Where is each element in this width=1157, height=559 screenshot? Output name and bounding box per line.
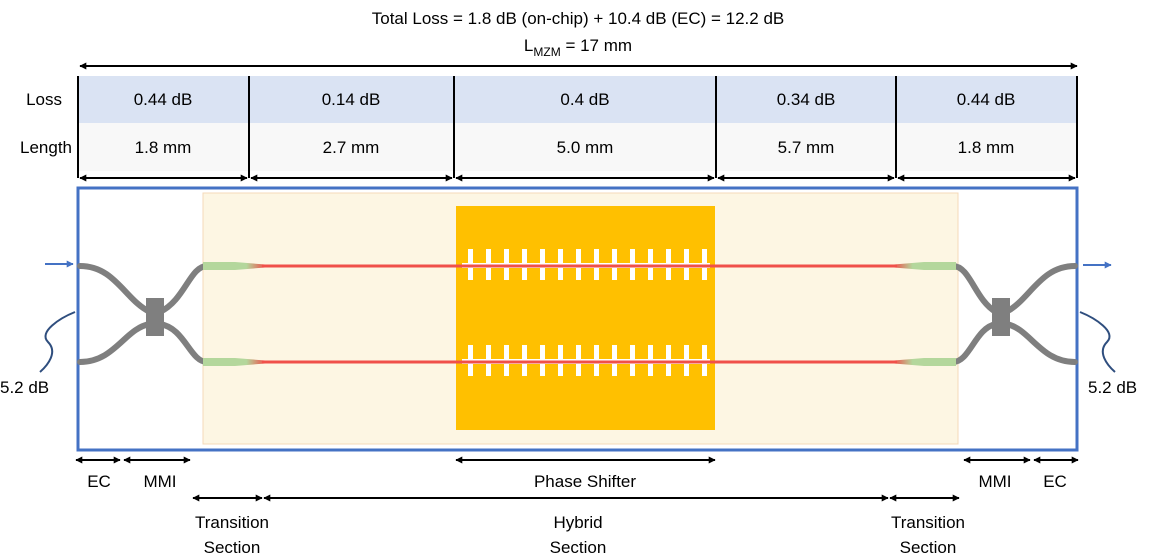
transition-left-label-line1: Transition	[195, 513, 269, 532]
loss-cell-2: 0.14 dB	[322, 90, 381, 109]
total-loss-title: Total Loss = 1.8 dB (on-chip) + 10.4 dB …	[372, 9, 784, 28]
mmi-left-label: MMI	[143, 472, 176, 491]
transition-right-label-line2: Section	[900, 538, 957, 557]
mmi-right-label: MMI	[978, 472, 1011, 491]
right-loss-bracket	[1080, 312, 1115, 372]
length-cell-5: 1.8 mm	[958, 138, 1015, 157]
ec-right-label: EC	[1043, 472, 1067, 491]
loss-cell-3: 0.4 dB	[560, 90, 609, 109]
ec-left-label: EC	[87, 472, 111, 491]
phase-shifter-electrode	[456, 206, 715, 430]
left-coupling-loss: 5.2 dB	[0, 378, 49, 397]
length-row-label: Length	[20, 138, 72, 157]
right-coupling-loss: 5.2 dB	[1088, 378, 1137, 397]
hybrid-label-line1: Hybrid	[553, 513, 602, 532]
mzm-length-label: LMZM = 17 mm	[524, 36, 632, 59]
transition-left-label-line2: Section	[204, 538, 261, 557]
transition-right-label-line1: Transition	[891, 513, 965, 532]
left-loss-bracket	[40, 312, 75, 372]
loss-cell-4: 0.34 dB	[777, 90, 836, 109]
loss-cell-1: 0.44 dB	[134, 90, 193, 109]
loss-row-label: Loss	[26, 90, 62, 109]
length-cell-4: 5.7 mm	[778, 138, 835, 157]
hybrid-label-line2: Section	[550, 538, 607, 557]
phase-shifter-label: Phase Shifter	[534, 472, 636, 491]
loss-cell-5: 0.44 dB	[957, 90, 1016, 109]
length-cell-3: 5.0 mm	[557, 138, 614, 157]
mmi-right	[992, 298, 1010, 336]
length-cell-2: 2.7 mm	[323, 138, 380, 157]
length-cell-1: 1.8 mm	[135, 138, 192, 157]
mmi-left	[146, 298, 164, 336]
